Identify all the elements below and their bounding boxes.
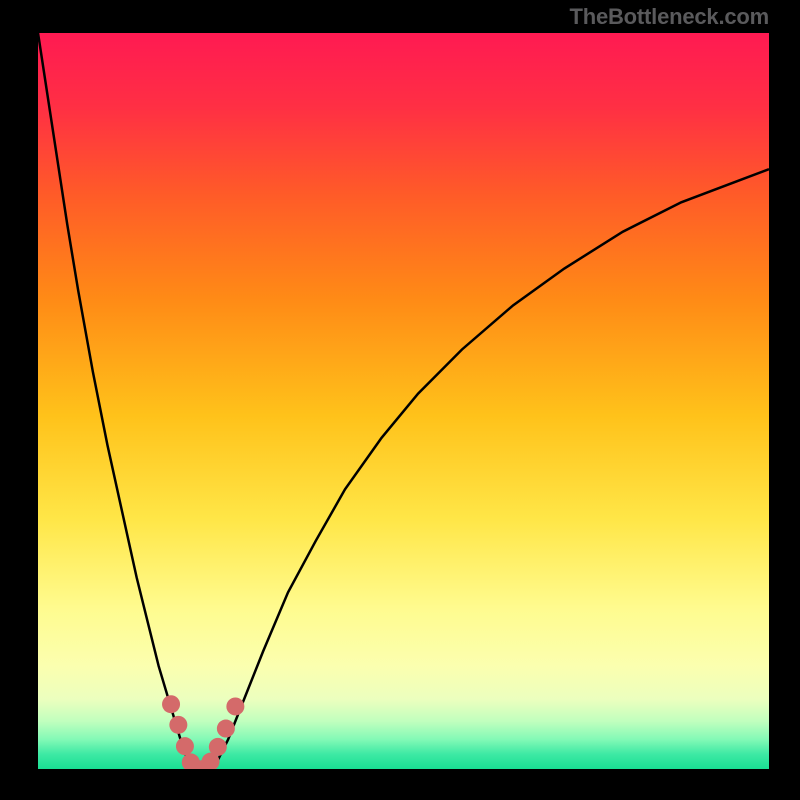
bottleneck-marker: [217, 720, 235, 738]
curve-right-branch: [210, 169, 769, 769]
bottleneck-marker: [176, 737, 194, 755]
bottleneck-marker: [226, 697, 244, 715]
bottleneck-marker: [169, 716, 187, 734]
watermark-text: TheBottleneck.com: [569, 4, 769, 30]
bottleneck-marker: [162, 695, 180, 713]
bottleneck-marker: [209, 738, 227, 756]
curve-layer: [38, 33, 769, 769]
curve-left-branch: [38, 33, 195, 769]
plot-area: [38, 33, 769, 769]
chart-frame: TheBottleneck.com: [0, 0, 800, 800]
